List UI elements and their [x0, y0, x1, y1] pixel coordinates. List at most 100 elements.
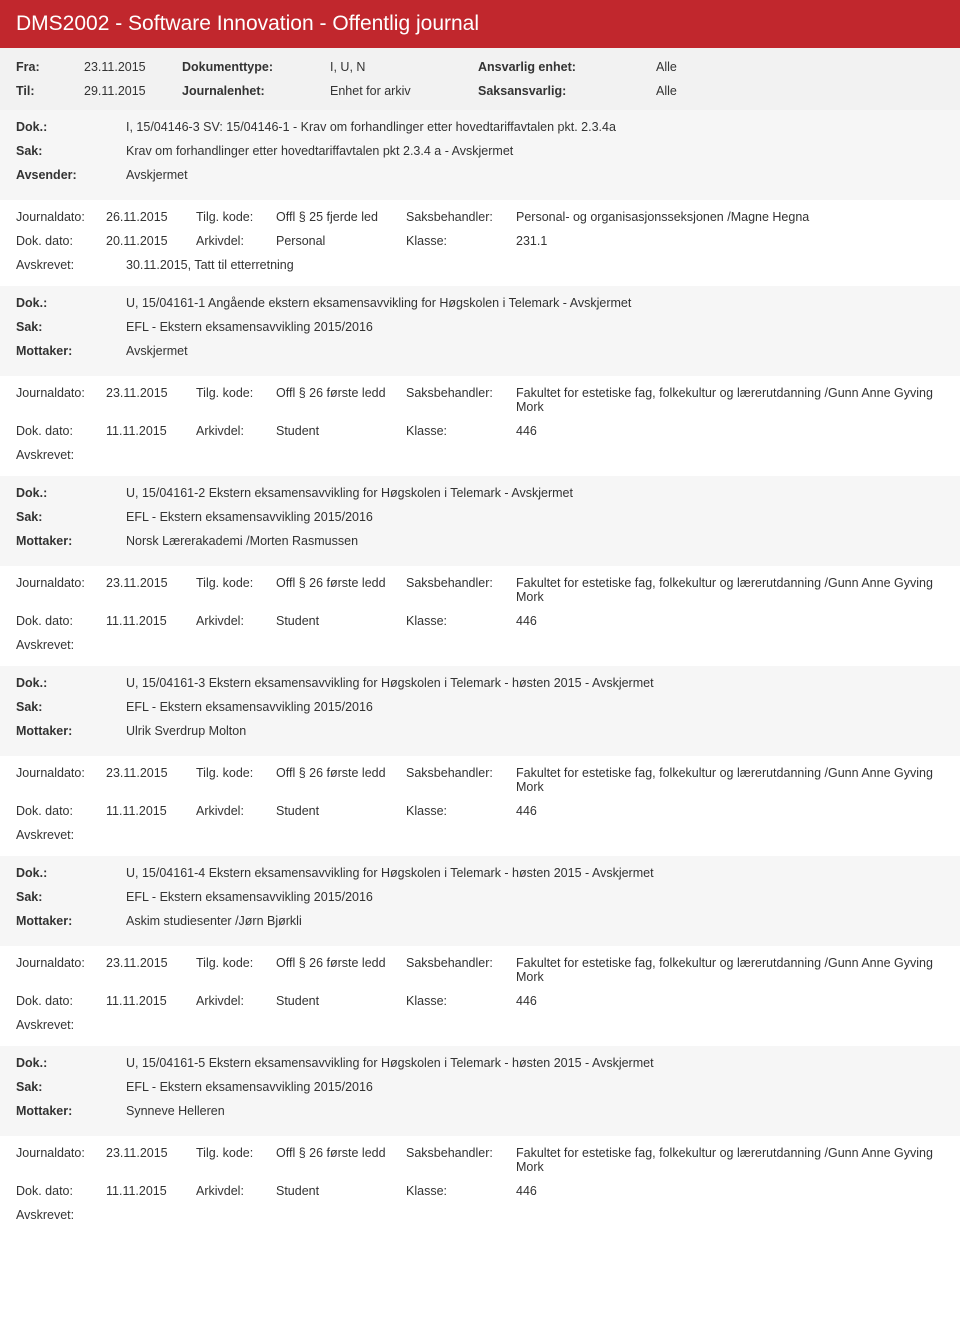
dokdato-label: Dok. dato: [16, 994, 106, 1008]
party-label: Mottaker: [16, 1104, 126, 1118]
dok-value: U, 15/04161-2 Ekstern eksamensavvikling … [126, 486, 944, 500]
entry-header-block: Dok.:U, 15/04161-2 Ekstern eksamensavvik… [0, 476, 960, 566]
sak-label: Sak: [16, 144, 126, 158]
arkivdel-value: Student [276, 1184, 406, 1198]
journal-entry: Dok.:U, 15/04161-2 Ekstern eksamensavvik… [0, 476, 960, 666]
party-value: Ulrik Sverdrup Molton [126, 724, 944, 738]
journaldato-value: 23.11.2015 [106, 956, 196, 970]
filter-til-label: Til: [16, 84, 76, 98]
filter-fra-label: Fra: [16, 60, 76, 74]
klasse-label: Klasse: [406, 234, 516, 248]
journaldato-label: Journaldato: [16, 210, 106, 224]
tilgkode-label: Tilg. kode: [196, 1146, 276, 1160]
journaldato-label: Journaldato: [16, 386, 106, 400]
sak-label: Sak: [16, 320, 126, 334]
saksbehandler-value: Fakultet for estetiske fag, folkekultur … [516, 576, 944, 604]
saksbehandler-value: Fakultet for estetiske fag, folkekultur … [516, 386, 944, 414]
journaldato-label: Journaldato: [16, 766, 106, 780]
journaldato-value: 23.11.2015 [106, 386, 196, 400]
meta-row-2: Dok. dato:11.11.2015Arkivdel:StudentKlas… [16, 424, 944, 438]
avskrevet-row: Avskrevet: [16, 1018, 944, 1032]
party-label: Mottaker: [16, 724, 126, 738]
meta-row-2: Dok. dato:11.11.2015Arkivdel:StudentKlas… [16, 994, 944, 1008]
meta-row-1: Journaldato:23.11.2015Tilg. kode:Offl § … [16, 766, 944, 794]
meta-row-1: Journaldato:23.11.2015Tilg. kode:Offl § … [16, 386, 944, 414]
arkivdel-value: Personal [276, 234, 406, 248]
saksbehandler-value: Personal- og organisasjonsseksjonen /Mag… [516, 210, 944, 224]
entry-header-block: Dok.:I, 15/04146-3 SV: 15/04146-1 - Krav… [0, 110, 960, 200]
saksbehandler-label: Saksbehandler: [406, 766, 516, 780]
avskrevet-value [126, 638, 944, 652]
entries-list: Dok.:I, 15/04146-3 SV: 15/04146-1 - Krav… [0, 110, 960, 1236]
avskrevet-label: Avskrevet: [16, 828, 126, 842]
party-value: Avskjermet [126, 168, 944, 182]
journal-entry: Dok.:U, 15/04161-4 Ekstern eksamensavvik… [0, 856, 960, 1046]
avskrevet-value [126, 1018, 944, 1032]
saksbehandler-label: Saksbehandler: [406, 386, 516, 400]
party-value: Norsk Lærerakademi /Morten Rasmussen [126, 534, 944, 548]
arkivdel-label: Arkivdel: [196, 614, 276, 628]
avskrevet-row: Avskrevet: [16, 638, 944, 652]
avskrevet-value [126, 828, 944, 842]
journaldato-value: 26.11.2015 [106, 210, 196, 224]
avskrevet-label: Avskrevet: [16, 1018, 126, 1032]
filter-bar: Fra: 23.11.2015 Dokumenttype: I, U, N An… [0, 48, 960, 110]
journal-entry: Dok.:U, 15/04161-1 Angående ekstern eksa… [0, 286, 960, 476]
arkivdel-label: Arkivdel: [196, 1184, 276, 1198]
avskrevet-value [126, 1208, 944, 1222]
arkivdel-value: Student [276, 804, 406, 818]
filter-doktype-value: I, U, N [330, 60, 470, 74]
dok-label: Dok.: [16, 676, 126, 690]
avskrevet-value: 30.11.2015, Tatt til etterretning [126, 258, 944, 272]
journal-entry: Dok.:U, 15/04161-5 Ekstern eksamensavvik… [0, 1046, 960, 1236]
tilgkode-label: Tilg. kode: [196, 956, 276, 970]
journaldato-value: 23.11.2015 [106, 1146, 196, 1160]
saksbehandler-value: Fakultet for estetiske fag, folkekultur … [516, 1146, 944, 1174]
dok-label: Dok.: [16, 1056, 126, 1070]
saksbehandler-label: Saksbehandler: [406, 956, 516, 970]
meta-row-2: Dok. dato:20.11.2015Arkivdel:PersonalKla… [16, 234, 944, 248]
entry-header-block: Dok.:U, 15/04161-1 Angående ekstern eksa… [0, 286, 960, 376]
entry-header-block: Dok.:U, 15/04161-3 Ekstern eksamensavvik… [0, 666, 960, 756]
filter-journalenhet-value: Enhet for arkiv [330, 84, 470, 98]
avskrevet-row: Avskrevet:30.11.2015, Tatt til etterretn… [16, 258, 944, 272]
sak-label: Sak: [16, 510, 126, 524]
dokdato-label: Dok. dato: [16, 234, 106, 248]
dokdato-value: 20.11.2015 [106, 234, 196, 248]
klasse-label: Klasse: [406, 804, 516, 818]
arkivdel-value: Student [276, 994, 406, 1008]
tilgkode-label: Tilg. kode: [196, 766, 276, 780]
avskrevet-label: Avskrevet: [16, 448, 126, 462]
dokdato-value: 11.11.2015 [106, 424, 196, 438]
entry-header-block: Dok.:U, 15/04161-5 Ekstern eksamensavvik… [0, 1046, 960, 1136]
dok-value: I, 15/04146-3 SV: 15/04146-1 - Krav om f… [126, 120, 944, 134]
journaldato-value: 23.11.2015 [106, 766, 196, 780]
arkivdel-label: Arkivdel: [196, 234, 276, 248]
filter-til-value: 29.11.2015 [84, 84, 174, 98]
meta-row-1: Journaldato:23.11.2015Tilg. kode:Offl § … [16, 576, 944, 604]
sak-value: EFL - Ekstern eksamensavvikling 2015/201… [126, 890, 944, 904]
journal-entry: Dok.:U, 15/04161-3 Ekstern eksamensavvik… [0, 666, 960, 856]
dok-label: Dok.: [16, 866, 126, 880]
arkivdel-label: Arkivdel: [196, 804, 276, 818]
sak-value: Krav om forhandlinger etter hovedtariffa… [126, 144, 944, 158]
filter-saksansvarlig-label: Saksansvarlig: [478, 84, 648, 98]
dok-label: Dok.: [16, 120, 126, 134]
klasse-value: 446 [516, 1184, 944, 1198]
meta-row-2: Dok. dato:11.11.2015Arkivdel:StudentKlas… [16, 1184, 944, 1198]
klasse-value: 446 [516, 994, 944, 1008]
klasse-value: 231.1 [516, 234, 944, 248]
dok-value: U, 15/04161-3 Ekstern eksamensavvikling … [126, 676, 944, 690]
sak-value: EFL - Ekstern eksamensavvikling 2015/201… [126, 700, 944, 714]
page-header: DMS2002 - Software Innovation - Offentli… [0, 0, 960, 48]
journaldato-label: Journaldato: [16, 576, 106, 590]
tilgkode-label: Tilg. kode: [196, 576, 276, 590]
saksbehandler-label: Saksbehandler: [406, 210, 516, 224]
tilgkode-value: Offl § 26 første ledd [276, 386, 406, 400]
dokdato-value: 11.11.2015 [106, 1184, 196, 1198]
dok-label: Dok.: [16, 486, 126, 500]
dokdato-label: Dok. dato: [16, 804, 106, 818]
tilgkode-value: Offl § 26 første ledd [276, 766, 406, 780]
tilgkode-label: Tilg. kode: [196, 210, 276, 224]
avskrevet-row: Avskrevet: [16, 1208, 944, 1222]
